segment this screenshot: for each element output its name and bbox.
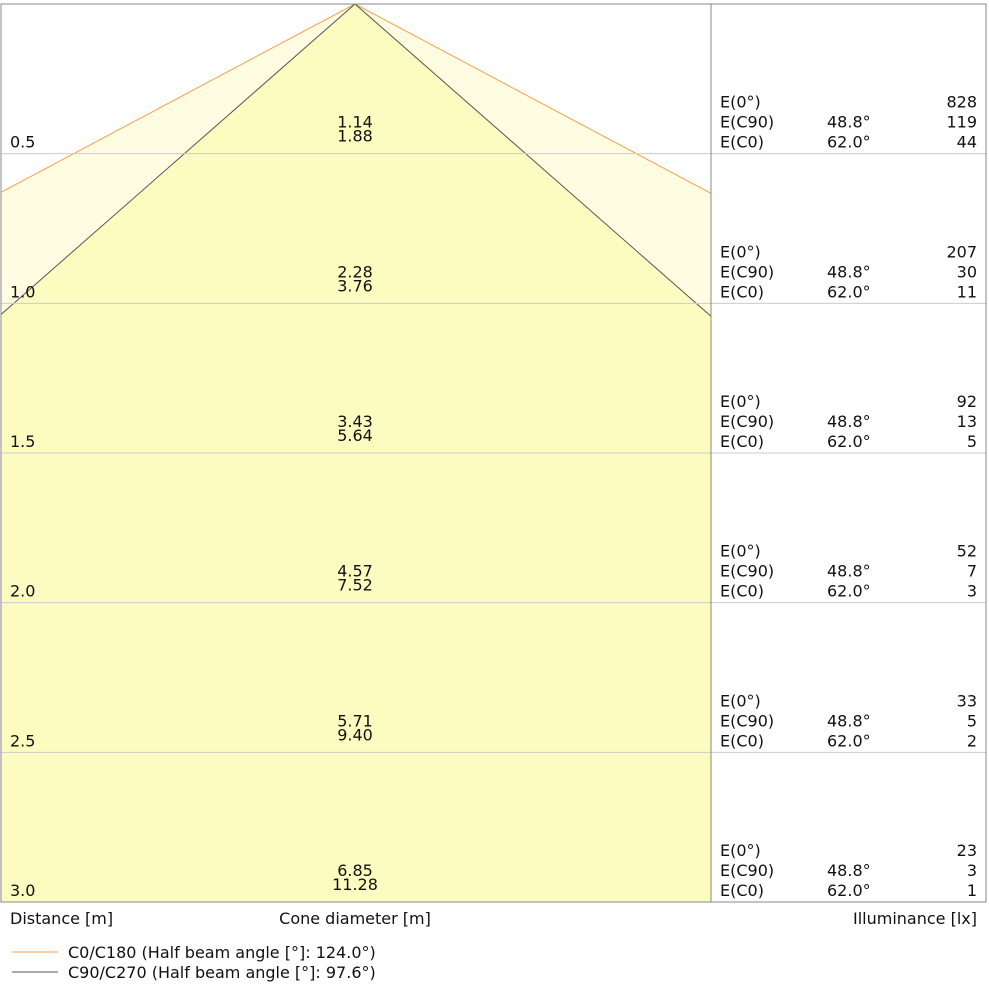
angle: 62.0° — [827, 582, 871, 601]
diameter-c90: 5.71 — [337, 711, 373, 730]
angle: 62.0° — [827, 133, 871, 152]
legend-label: C90/C270 (Half beam angle [°]: 97.6°) — [68, 963, 376, 982]
e-label: E(C90) — [720, 711, 774, 730]
angle: 48.8° — [827, 412, 871, 431]
illuminance-value: 13 — [957, 412, 977, 431]
illuminance-value: 828 — [946, 93, 977, 112]
e-label: E(0°) — [720, 841, 761, 860]
illuminance-value: 5 — [967, 711, 977, 730]
distance-value: 0.5 — [10, 133, 35, 152]
illuminance-value: 30 — [957, 262, 977, 281]
diameter-c90: 6.85 — [337, 861, 373, 880]
distance-value: 2.5 — [10, 731, 35, 750]
illuminance-value: 92 — [957, 392, 977, 411]
e-label: E(C90) — [720, 562, 774, 581]
diameter-c0: 5.64 — [337, 426, 373, 445]
illuminance-value: 207 — [946, 242, 977, 261]
illuminance-value: 7 — [967, 562, 977, 581]
illuminance-label: Illuminance [lx] — [853, 909, 977, 928]
e-label: E(0°) — [720, 542, 761, 561]
angle: 62.0° — [827, 432, 871, 451]
illuminance-value: 5 — [967, 432, 977, 451]
diameter-label: Cone diameter [m] — [279, 909, 431, 928]
illuminance-value: 3 — [967, 861, 977, 880]
distance-value: 2.0 — [10, 582, 35, 601]
illuminance-value: 3 — [967, 582, 977, 601]
distance-value: 1.5 — [10, 432, 35, 451]
e-label: E(0°) — [720, 392, 761, 411]
e-label: E(C90) — [720, 861, 774, 880]
angle: 48.8° — [827, 262, 871, 281]
illuminance-value: 44 — [957, 133, 977, 152]
e-label: E(C0) — [720, 881, 764, 900]
diameter-c90: 3.43 — [337, 412, 373, 431]
angle: 48.8° — [827, 861, 871, 880]
illuminance-value: 11 — [957, 282, 977, 301]
diameter-c90: 2.28 — [337, 262, 373, 281]
angle: 48.8° — [827, 711, 871, 730]
angle: 62.0° — [827, 881, 871, 900]
angle: 48.8° — [827, 562, 871, 581]
e-label: E(C0) — [720, 282, 764, 301]
angle: 62.0° — [827, 282, 871, 301]
illuminance-value: 2 — [967, 731, 977, 750]
angle: 62.0° — [827, 731, 871, 750]
diameter-c0: 11.28 — [332, 875, 378, 894]
angle: 48.8° — [827, 113, 871, 132]
diameter-c0: 9.40 — [337, 725, 373, 744]
e-label: E(C0) — [720, 432, 764, 451]
legend-label: C0/C180 (Half beam angle [°]: 124.0°) — [68, 943, 376, 962]
e-label: E(0°) — [720, 93, 761, 112]
illuminance-value: 23 — [957, 841, 977, 860]
distance-value: 1.0 — [10, 282, 35, 301]
e-label: E(C90) — [720, 113, 774, 132]
e-label: E(0°) — [720, 242, 761, 261]
distance-label: Distance [m] — [10, 909, 113, 928]
distance-value: 3.0 — [10, 881, 35, 900]
e-label: E(C0) — [720, 582, 764, 601]
e-label: E(C90) — [720, 412, 774, 431]
diameter-c90: 1.14 — [337, 113, 373, 132]
e-label: E(C0) — [720, 731, 764, 750]
illuminance-value: 52 — [957, 542, 977, 561]
diameter-c0: 1.88 — [337, 127, 373, 146]
diameter-c90: 4.57 — [337, 562, 373, 581]
illuminance-value: 33 — [957, 691, 977, 710]
e-label: E(0°) — [720, 691, 761, 710]
frame — [0, 3, 987, 903]
diameter-c0: 7.52 — [337, 576, 373, 595]
illuminance-value: 119 — [946, 113, 977, 132]
e-label: E(C90) — [720, 262, 774, 281]
diameter-c0: 3.76 — [337, 276, 373, 295]
illuminance-value: 1 — [967, 881, 977, 900]
e-label: E(C0) — [720, 133, 764, 152]
